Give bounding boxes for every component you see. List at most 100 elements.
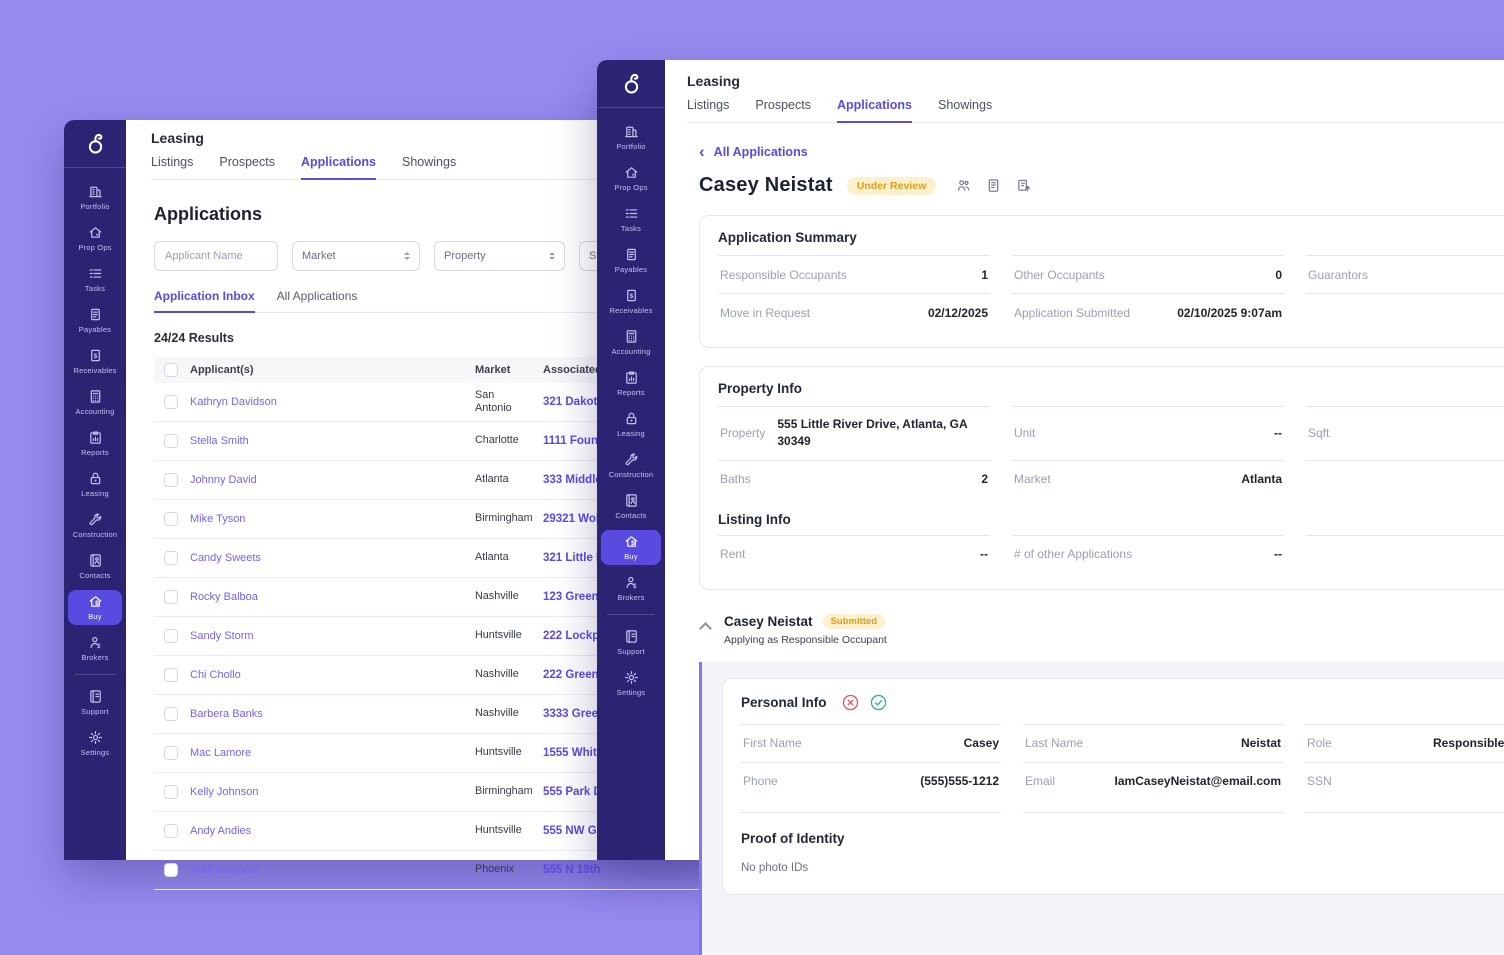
associated-property-link[interactable]: 222 Greenw	[543, 669, 608, 681]
row-checkbox[interactable]	[164, 785, 178, 799]
applicant-link[interactable]: Sandy Storm	[190, 630, 254, 642]
sidebar-item-accounting[interactable]: Accounting	[68, 385, 122, 420]
tab-applications[interactable]: Applications	[836, 98, 912, 123]
applicant-link[interactable]: Stella Smith	[190, 435, 249, 447]
card-title: Property Info	[718, 381, 803, 396]
sidebar-item-accounting[interactable]: Accounting	[601, 325, 661, 360]
application-document-icon[interactable]	[986, 178, 1001, 193]
sidebar-item-brokers[interactable]: $ Brokers	[601, 571, 661, 606]
nav-icon	[624, 452, 639, 467]
sidebar-item-brokers[interactable]: $ Brokers	[68, 631, 122, 666]
associated-property-link[interactable]: 123 Greenw	[543, 591, 608, 603]
sidebar-item-construction[interactable]: Construction	[601, 448, 661, 483]
right-nav-main: Portfolio Prop Ops Tasks Payables	[597, 108, 665, 606]
associated-property-link[interactable]: 222 Lockp	[543, 630, 600, 642]
sidebar-item-receivables[interactable]: $ Receivables	[68, 344, 122, 379]
row-checkbox[interactable]	[164, 824, 178, 838]
row-checkbox[interactable]	[164, 863, 178, 877]
export-copy-icon[interactable]	[1016, 178, 1031, 193]
occupant-subtitle: Applying as Responsible Occupant	[724, 633, 887, 646]
sidebar-item-contacts[interactable]: Contacts	[68, 549, 122, 584]
sidebar-item-receivables[interactable]: $ Receivables	[601, 284, 661, 319]
row-checkbox[interactable]	[164, 395, 178, 409]
sidebar-item-reports[interactable]: Reports	[68, 426, 122, 461]
sidebar-item-settings[interactable]: Settings	[68, 726, 122, 761]
applicant-link[interactable]: Barbera Banks	[190, 708, 263, 720]
table-row: Mike Tyson Birmingham 29321 Woll	[154, 500, 724, 539]
svg-text:$: $	[96, 643, 100, 650]
sidebar-item-prop-ops[interactable]: Prop Ops	[601, 161, 661, 196]
tab-showings[interactable]: Showings	[938, 98, 993, 112]
sidebar-item-portfolio[interactable]: Portfolio	[601, 120, 661, 155]
applicant-name-title: Casey Neistat	[699, 174, 833, 196]
sidebar-item-tasks[interactable]: Tasks	[68, 262, 122, 297]
app-logo[interactable]	[597, 60, 665, 108]
associated-property-link[interactable]: 555 Park D	[543, 786, 602, 798]
market-cell: Phoenix	[475, 863, 515, 876]
associated-property-link[interactable]: 555 NW Gr	[543, 825, 602, 837]
sidebar-item-buy[interactable]: $ Buy	[68, 590, 122, 625]
row-checkbox[interactable]	[164, 746, 178, 760]
table-row: Mac Lamore Huntsville 1555 White	[154, 734, 724, 773]
associated-property-link[interactable]: 3333 Gree	[543, 708, 598, 720]
back-to-all-applications-link[interactable]: ‹ All Applications	[699, 142, 808, 161]
row-checkbox[interactable]	[164, 434, 178, 448]
row-checkbox[interactable]	[164, 629, 178, 643]
occupants-icon[interactable]	[956, 178, 971, 193]
app-logo[interactable]	[64, 120, 126, 168]
sidebar-item-prop-ops[interactable]: Prop Ops	[68, 221, 122, 256]
associated-property-link[interactable]: 1555 White	[543, 747, 604, 759]
associated-property-link[interactable]: 29321 Woll	[543, 513, 603, 525]
sidebar-item-settings[interactable]: Settings	[601, 666, 661, 701]
sidebar-item-leasing[interactable]: Leasing	[68, 467, 122, 502]
applicant-link[interactable]: Kelly Johnson	[190, 786, 259, 798]
row-checkbox[interactable]	[164, 551, 178, 565]
subtab-all-applications[interactable]: All Applications	[276, 289, 358, 303]
row-checkbox[interactable]	[164, 707, 178, 721]
select-all-checkbox[interactable]	[164, 363, 178, 377]
applicant-link[interactable]: Rocky Balboa	[190, 591, 258, 603]
row-checkbox[interactable]	[164, 473, 178, 487]
sidebar-item-contacts[interactable]: Contacts	[601, 489, 661, 524]
applicant-link[interactable]: Andy Andies	[190, 825, 252, 837]
sidebar-item-reports[interactable]: Reports	[601, 366, 661, 401]
row-checkbox[interactable]	[164, 668, 178, 682]
field-application-submitted: Application Submitted 02/10/2025 9:07am	[1012, 293, 1284, 331]
sidebar-item-support[interactable]: Support	[601, 625, 661, 660]
reject-x-icon[interactable]	[841, 693, 860, 712]
associated-property-link[interactable]: 321 Dakota	[543, 396, 604, 408]
tab-prospects[interactable]: Prospects	[219, 155, 275, 169]
market-filter[interactable]: Market	[292, 241, 420, 271]
sidebar-item-payables[interactable]: Payables	[601, 243, 661, 278]
sidebar-item-buy[interactable]: $ Buy	[601, 530, 661, 565]
sidebar-item-tasks[interactable]: Tasks	[601, 202, 661, 237]
tab-showings[interactable]: Showings	[402, 155, 457, 169]
chevron-up-icon[interactable]	[699, 621, 712, 635]
sidebar-item-portfolio[interactable]: Portfolio	[68, 180, 122, 215]
applicant-link[interactable]: Mac Lamore	[190, 747, 252, 759]
sidebar-item-support[interactable]: Support	[68, 685, 122, 720]
associated-property-link[interactable]: 1111 Founde	[543, 435, 612, 447]
associated-property-link[interactable]: 321 Little R	[543, 552, 605, 564]
applicant-link[interactable]: Mike Tyson	[190, 513, 246, 525]
associated-property-link[interactable]: 333 Middle	[543, 474, 602, 486]
sidebar-item-payables[interactable]: Payables	[68, 303, 122, 338]
applicant-link[interactable]: Kathryn Davidson	[190, 396, 277, 408]
field-move-in-request: Move in Request 02/12/2025	[718, 293, 990, 331]
sidebar-item-construction[interactable]: Construction	[68, 508, 122, 543]
tab-listings[interactable]: Listings	[151, 155, 194, 169]
tab-listings[interactable]: Listings	[687, 98, 730, 112]
tab-applications[interactable]: Applications	[300, 155, 376, 180]
row-checkbox[interactable]	[164, 512, 178, 526]
applicant-link[interactable]: Chi Chollo	[190, 669, 241, 681]
sidebar-item-leasing[interactable]: Leasing	[601, 407, 661, 442]
applicant-link[interactable]: Candy Sweets	[190, 552, 261, 564]
row-checkbox[interactable]	[164, 590, 178, 604]
applicant-link[interactable]: Audi Beemers	[190, 864, 260, 876]
property-filter[interactable]: Property	[434, 241, 565, 271]
tab-prospects[interactable]: Prospects	[755, 98, 811, 112]
applicant-link[interactable]: Johnny David	[190, 474, 257, 486]
subtab-application-inbox[interactable]: Application Inbox	[154, 289, 255, 313]
applicant-name-input[interactable]	[154, 241, 278, 271]
approve-check-icon[interactable]	[869, 693, 888, 712]
